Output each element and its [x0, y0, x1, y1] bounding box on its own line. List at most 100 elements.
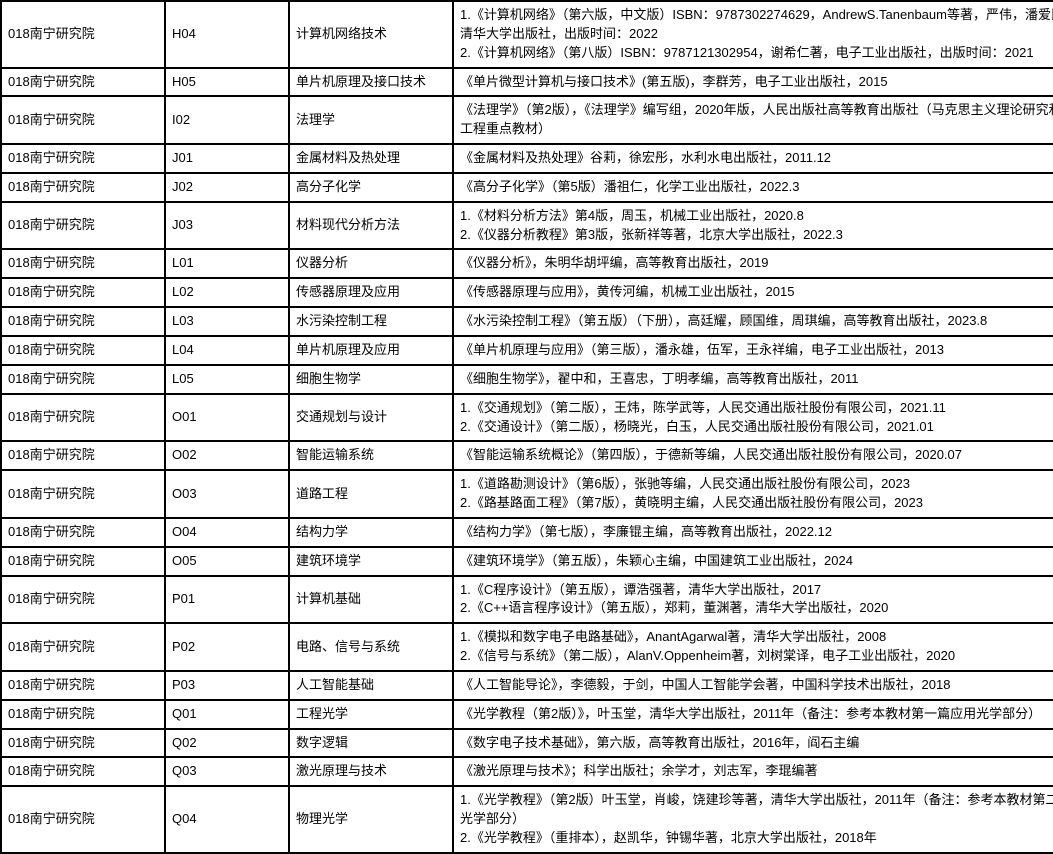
cell-course: 单片机原理及接口技术: [289, 68, 453, 97]
cell-code: O04: [165, 518, 289, 547]
table-row: 018南宁研究院L04单片机原理及应用《单片机原理与应用》（第三版），潘永雄，伍…: [1, 336, 1053, 365]
cell-course: 传感器原理及应用: [289, 278, 453, 307]
table-row: 018南宁研究院H04计算机网络技术1.《计算机网络》（第六版，中文版）ISBN…: [1, 1, 1053, 68]
cell-dept: 018南宁研究院: [1, 249, 165, 278]
cell-code: Q04: [165, 786, 289, 853]
cell-course: 智能运输系统: [289, 441, 453, 470]
cell-code: L02: [165, 278, 289, 307]
cell-ref: 《金属材料及热处理》谷莉，徐宏彤，水利水电出版社，2011.12: [453, 144, 1053, 173]
table-row: 018南宁研究院O05建筑环境学《建筑环境学》（第五版），朱颖心主编，中国建筑工…: [1, 547, 1053, 576]
cell-code: O03: [165, 470, 289, 518]
cell-course: 数字逻辑: [289, 729, 453, 758]
cell-ref: 《激光原理与技术》；科学出版社；余学才，刘志军，李琨编著: [453, 757, 1053, 786]
cell-ref: 《高分子化学》（第5版）潘祖仁，化学工业出版社，2022.3: [453, 173, 1053, 202]
cell-ref: 《光学教程（第2版）》，叶玉堂，清华大学出版社，2011年（备注：参考本教材第一…: [453, 700, 1053, 729]
cell-code: P01: [165, 576, 289, 624]
cell-ref: 1.《道路勘测设计》（第6版），张驰等编，人民交通出版社股份有限公司，20232…: [453, 470, 1053, 518]
cell-ref: 《传感器原理与应用》，黄传河编，机械工业出版社，2015: [453, 278, 1053, 307]
table-row: 018南宁研究院L03水污染控制工程《水污染控制工程》（第五版）（下册），高廷耀…: [1, 307, 1053, 336]
cell-dept: 018南宁研究院: [1, 336, 165, 365]
cell-dept: 018南宁研究院: [1, 700, 165, 729]
cell-course: 计算机网络技术: [289, 1, 453, 68]
cell-ref: 《建筑环境学》（第五版），朱颖心主编，中国建筑工业出版社，2024: [453, 547, 1053, 576]
cell-dept: 018南宁研究院: [1, 671, 165, 700]
cell-code: Q03: [165, 757, 289, 786]
cell-dept: 018南宁研究院: [1, 441, 165, 470]
cell-course: 细胞生物学: [289, 365, 453, 394]
cell-dept: 018南宁研究院: [1, 96, 165, 144]
cell-ref: 《水污染控制工程》（第五版）（下册），高廷耀，顾国维，周琪编，高等教育出版社，2…: [453, 307, 1053, 336]
cell-ref: 1.《C程序设计》（第五版），谭浩强著，清华大学出版社，20172.《C++语言…: [453, 576, 1053, 624]
cell-dept: 018南宁研究院: [1, 394, 165, 442]
cell-dept: 018南宁研究院: [1, 576, 165, 624]
cell-course: 电路、信号与系统: [289, 623, 453, 671]
cell-ref: 《数字电子技术基础》，第六版，高等教育出版社，2016年，阎石主编: [453, 729, 1053, 758]
cell-code: J02: [165, 173, 289, 202]
cell-ref: 1.《模拟和数字电子电路基础》，AnantAgarwal著，清华大学出版社，20…: [453, 623, 1053, 671]
cell-course: 高分子化学: [289, 173, 453, 202]
cell-dept: 018南宁研究院: [1, 1, 165, 68]
table-row: 018南宁研究院Q04物理光学1.《光学教程》（第2版）叶玉堂，肖峻，饶建珍等著…: [1, 786, 1053, 853]
cell-course: 工程光学: [289, 700, 453, 729]
cell-course: 材料现代分析方法: [289, 202, 453, 250]
cell-dept: 018南宁研究院: [1, 547, 165, 576]
cell-course: 交通规划与设计: [289, 394, 453, 442]
reference-table: 018南宁研究院H04计算机网络技术1.《计算机网络》（第六版，中文版）ISBN…: [0, 0, 1053, 854]
table-row: 018南宁研究院Q01工程光学《光学教程（第2版）》，叶玉堂，清华大学出版社，2…: [1, 700, 1053, 729]
cell-course: 建筑环境学: [289, 547, 453, 576]
cell-code: O01: [165, 394, 289, 442]
cell-course: 物理光学: [289, 786, 453, 853]
cell-ref: 《智能运输系统概论》（第四版），于德新等编，人民交通出版社股份有限公司，2020…: [453, 441, 1053, 470]
cell-code: J01: [165, 144, 289, 173]
cell-ref: 《人工智能导论》，李德毅，于剑，中国人工智能学会著，中国科学技术出版社，2018: [453, 671, 1053, 700]
cell-ref: 《细胞生物学》，翟中和，王喜忠，丁明孝编，高等教育出版社，2011: [453, 365, 1053, 394]
table-row: 018南宁研究院Q02数字逻辑《数字电子技术基础》，第六版，高等教育出版社，20…: [1, 729, 1053, 758]
cell-dept: 018南宁研究院: [1, 623, 165, 671]
table-row: 018南宁研究院J02高分子化学《高分子化学》（第5版）潘祖仁，化学工业出版社，…: [1, 173, 1053, 202]
cell-code: H05: [165, 68, 289, 97]
cell-dept: 018南宁研究院: [1, 173, 165, 202]
table-row: 018南宁研究院I02法理学《法理学》（第2版），《法理学》编写组，2020年版…: [1, 96, 1053, 144]
cell-dept: 018南宁研究院: [1, 729, 165, 758]
cell-code: O02: [165, 441, 289, 470]
cell-dept: 018南宁研究院: [1, 518, 165, 547]
cell-ref: 《单片机原理与应用》（第三版），潘永雄，伍军，王永祥编，电子工业出版社，2013: [453, 336, 1053, 365]
cell-code: P03: [165, 671, 289, 700]
cell-code: J03: [165, 202, 289, 250]
cell-dept: 018南宁研究院: [1, 278, 165, 307]
cell-ref: 1.《材料分析方法》第4版，周玉，机械工业出版社，2020.82.《仪器分析教程…: [453, 202, 1053, 250]
cell-dept: 018南宁研究院: [1, 144, 165, 173]
cell-code: P02: [165, 623, 289, 671]
cell-dept: 018南宁研究院: [1, 757, 165, 786]
cell-course: 激光原理与技术: [289, 757, 453, 786]
cell-code: I02: [165, 96, 289, 144]
cell-course: 人工智能基础: [289, 671, 453, 700]
table-row: 018南宁研究院P01计算机基础1.《C程序设计》（第五版），谭浩强著，清华大学…: [1, 576, 1053, 624]
table-row: 018南宁研究院O02智能运输系统《智能运输系统概论》（第四版），于德新等编，人…: [1, 441, 1053, 470]
cell-ref: 1.《计算机网络》（第六版，中文版）ISBN：9787302274629，And…: [453, 1, 1053, 68]
cell-course: 道路工程: [289, 470, 453, 518]
cell-dept: 018南宁研究院: [1, 68, 165, 97]
table-row: 018南宁研究院O03道路工程1.《道路勘测设计》（第6版），张驰等编，人民交通…: [1, 470, 1053, 518]
cell-code: H04: [165, 1, 289, 68]
table-row: 018南宁研究院L05细胞生物学《细胞生物学》，翟中和，王喜忠，丁明孝编，高等教…: [1, 365, 1053, 394]
cell-dept: 018南宁研究院: [1, 365, 165, 394]
cell-code: L04: [165, 336, 289, 365]
table-row: 018南宁研究院P03人工智能基础《人工智能导论》，李德毅，于剑，中国人工智能学…: [1, 671, 1053, 700]
cell-dept: 018南宁研究院: [1, 307, 165, 336]
cell-ref: 1.《交通规划》（第二版），王炜，陈学武等，人民交通出版社股份有限公司，2021…: [453, 394, 1053, 442]
cell-course: 计算机基础: [289, 576, 453, 624]
cell-dept: 018南宁研究院: [1, 202, 165, 250]
cell-code: Q01: [165, 700, 289, 729]
cell-course: 仪器分析: [289, 249, 453, 278]
cell-code: L03: [165, 307, 289, 336]
cell-code: O05: [165, 547, 289, 576]
cell-dept: 018南宁研究院: [1, 470, 165, 518]
cell-ref: 《法理学》（第2版），《法理学》编写组，2020年版，人民出版社高等教育出版社（…: [453, 96, 1053, 144]
table-row: 018南宁研究院H05单片机原理及接口技术《单片微型计算机与接口技术》(第五版)…: [1, 68, 1053, 97]
cell-ref: 1.《光学教程》（第2版）叶玉堂，肖峻，饶建珍等著，清华大学出版社，2011年（…: [453, 786, 1053, 853]
cell-ref: 《单片微型计算机与接口技术》(第五版)，李群芳，电子工业出版社，2015: [453, 68, 1053, 97]
cell-ref: 《结构力学》（第七版），李廉锟主编，高等教育出版社，2022.12: [453, 518, 1053, 547]
table-row: 018南宁研究院P02电路、信号与系统1.《模拟和数字电子电路基础》，Anant…: [1, 623, 1053, 671]
table-row: 018南宁研究院J03材料现代分析方法1.《材料分析方法》第4版，周玉，机械工业…: [1, 202, 1053, 250]
